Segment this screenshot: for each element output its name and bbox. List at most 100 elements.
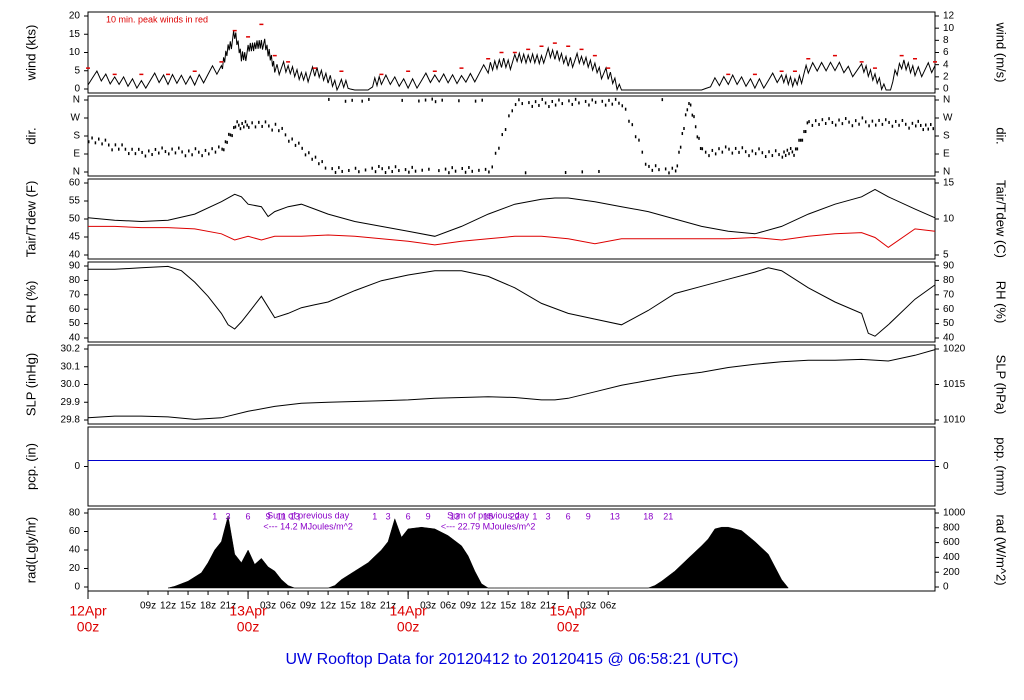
ytick-label-left-3: 80 [69,275,81,286]
direction-point [678,150,680,154]
direction-point [508,114,510,118]
direction-point [796,147,799,151]
ytick-label-right-1: N [943,95,950,106]
direction-point [448,171,450,175]
direction-point [664,167,667,171]
direction-point [484,167,487,171]
direction-point [108,143,110,147]
direction-point [541,97,544,101]
ylabel-right-2: Tair/Tdew (C) [994,180,1009,258]
direction-point [261,124,263,128]
direction-point [204,148,207,152]
ylabel-right-1: dir. [994,127,1009,144]
hour-label: 21 [663,511,673,521]
ytick-label-right-4: 1010 [943,415,966,426]
ylabel-right-0: wind (m/s) [994,22,1009,83]
direction-point [781,155,784,159]
panel-frame-5 [87,426,936,507]
ytick-label-right-2: 10 [943,214,955,225]
direction-point [524,171,527,175]
direction-point [598,169,600,173]
hour-label: 9 [266,511,271,521]
direction-point [278,129,280,133]
direction-point [644,162,647,166]
direction-point [301,146,303,150]
direction-point [594,100,597,104]
direction-point [661,98,664,102]
direction-point [803,130,805,134]
direction-point [174,151,177,155]
ytick-label-right-3: 50 [943,318,955,329]
ytick-label-right-6: 0 [943,582,949,593]
xtick-label: 06z [280,601,296,612]
direction-point [158,151,160,155]
direction-point [308,151,310,155]
direction-point [504,128,507,132]
direction-point [246,123,248,127]
direction-point [917,119,919,123]
direction-point [154,147,157,151]
direction-point [121,143,123,147]
direction-point [919,123,922,127]
direction-point [254,125,257,129]
direction-point [298,141,300,145]
ytick-label-left-1: W [71,113,81,124]
ytick-label-right-6: 400 [943,552,960,563]
direction-point [608,98,610,102]
ytick-label-right-2: 5 [943,250,949,261]
direction-point [401,98,403,102]
radiation-series [167,516,789,589]
ytick-label-left-1: N [73,167,80,178]
day-label-time: 00z [237,619,260,635]
chart-title: UW Rooftop Data for 20120412 to 20120415… [0,651,1024,669]
direction-point [408,170,410,174]
direction-point [274,122,277,126]
direction-point [686,108,689,112]
direction-point [251,121,253,125]
direction-point [758,147,760,151]
direction-point [701,147,704,151]
direction-point [394,165,397,169]
direction-point [683,126,685,130]
direction-point [904,122,907,126]
direction-point [679,145,682,149]
direction-point [721,150,724,154]
direction-point [234,125,237,129]
direction-point [699,146,702,150]
direction-point [628,119,630,123]
direction-point [221,147,223,151]
direction-point [784,153,787,157]
direction-point [328,97,330,101]
direction-point [321,160,323,164]
direction-point [464,170,467,174]
direction-point [344,99,347,103]
direction-point [271,128,273,132]
direction-point [783,150,785,154]
direction-point [239,127,242,131]
hour-label: 18 [643,511,653,521]
ytick-label-right-4: 1020 [943,344,966,355]
direction-point [932,127,934,131]
direction-point [624,107,627,111]
xtick-label: 03z [420,601,436,612]
direction-point [238,123,240,127]
direction-point [181,150,183,154]
ytick-label-left-2: 60 [69,178,81,189]
direction-point [178,146,180,150]
direction-point [751,149,754,153]
direction-point [388,166,390,170]
direction-point [488,170,490,174]
direction-point [561,102,564,106]
sum-note-line1: Sum of previous day [447,510,530,520]
sum-note-line2: <--- 14.2 MJoules/m^2 [263,521,353,531]
direction-point [91,136,93,140]
hour-label: 3 [226,511,231,521]
direction-point [574,97,577,101]
direction-point [548,105,550,109]
direction-point [131,147,133,151]
title-prefix: UW Rooftop Data for [285,651,434,668]
direction-point [648,164,650,168]
ytick-label-left-1: N [73,95,80,106]
xtick-label: 21z [540,601,556,612]
slp-series [87,349,936,420]
